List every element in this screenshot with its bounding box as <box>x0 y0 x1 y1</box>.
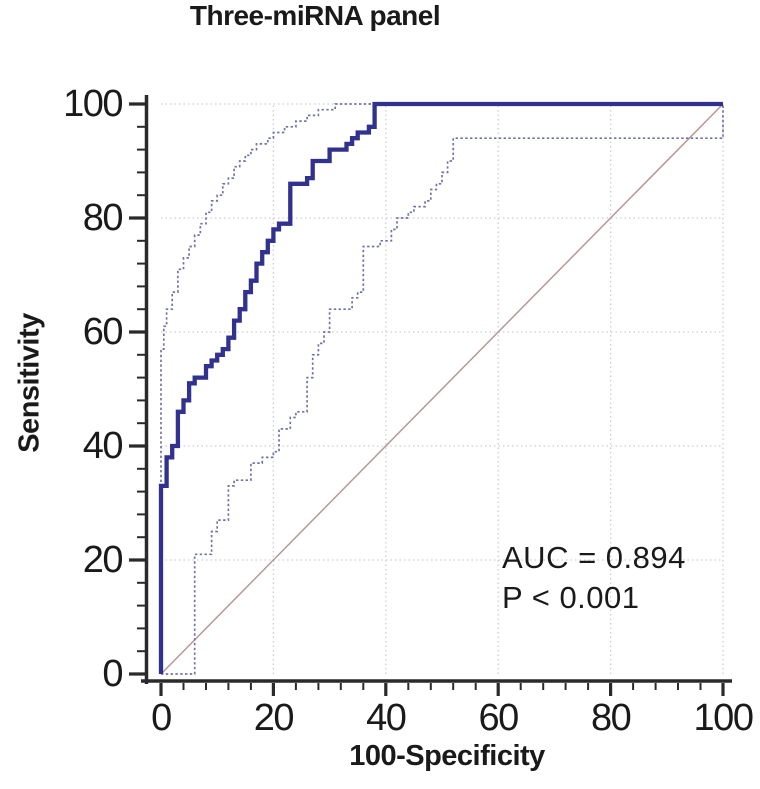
y-tick-label: 60 <box>82 311 124 353</box>
x-tick-label: 60 <box>478 697 520 739</box>
y-tick-label: 40 <box>82 425 124 467</box>
y-tick-label: 0 <box>102 653 123 695</box>
lower-95-ci <box>161 104 724 675</box>
auc-value: AUC = 0.894 <box>502 540 686 575</box>
upper-95-ci <box>160 103 723 674</box>
x-tick-label: 100 <box>693 697 754 739</box>
x-tick-label: 40 <box>366 697 407 739</box>
y-tick-label: 100 <box>63 83 123 125</box>
x-tick-label: 20 <box>253 697 295 739</box>
x-tick-label: 0 <box>151 697 172 739</box>
y-tick-label: 80 <box>82 197 124 239</box>
auc-annotation: AUC = 0.894 P < 0.001 <box>502 538 686 618</box>
x-axis-label: 100-Specificity <box>349 740 545 772</box>
x-tick-label: 80 <box>590 697 632 739</box>
chart-title: Three-miRNA panel <box>189 0 441 31</box>
y-tick-label: 20 <box>82 539 124 581</box>
roc-curve <box>158 101 723 674</box>
reference-diagonal <box>160 103 724 675</box>
p-value: P < 0.001 <box>502 580 640 615</box>
